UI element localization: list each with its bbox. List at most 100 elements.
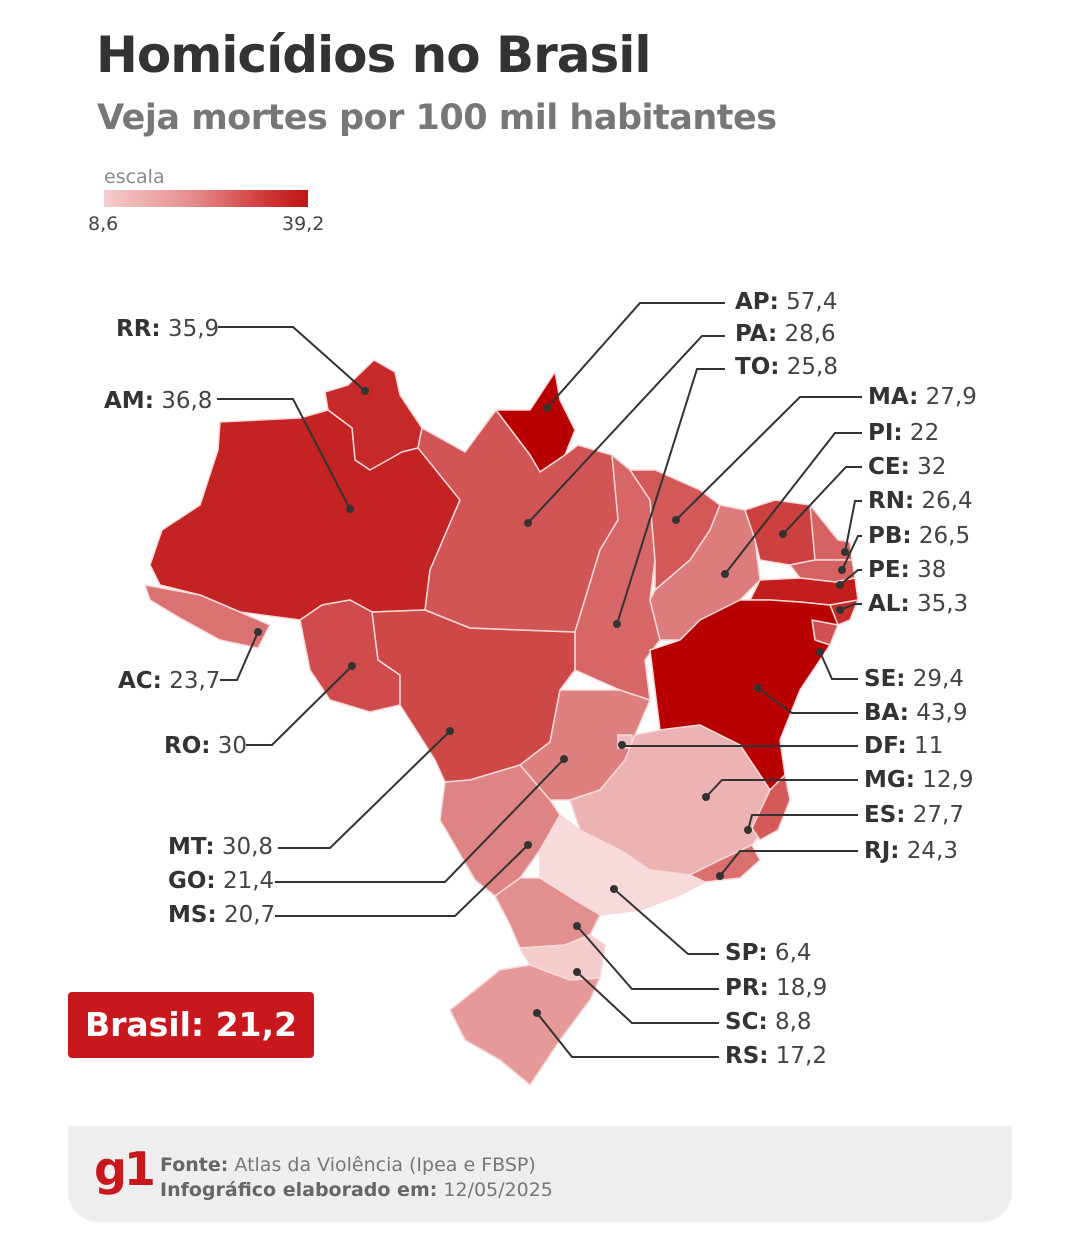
marker-pa: [524, 519, 532, 527]
leader-line-ro: [246, 665, 353, 746]
legend-min: 8,6: [88, 213, 119, 235]
label-rn: RN: 26,4: [868, 488, 973, 514]
marker-pi: [721, 570, 729, 578]
state-value: 25,8: [779, 354, 838, 380]
label-rj: RJ: 24,3: [864, 838, 958, 864]
legend-label: escala: [104, 166, 165, 188]
state-code: MS:: [168, 902, 217, 928]
state-value: 57,4: [778, 289, 838, 315]
state-value: 36,8: [153, 388, 213, 414]
label-es: ES: 27,7: [864, 802, 964, 828]
state-code: SE:: [864, 666, 906, 692]
state-value: 26,4: [914, 488, 973, 514]
state-value: 30: [210, 733, 248, 759]
state-value: 17,2: [768, 1043, 828, 1069]
state-code: RR:: [116, 316, 161, 342]
state-code: ES:: [864, 802, 906, 828]
state-value: 18,9: [768, 975, 828, 1001]
label-se: SE: 29,4: [864, 666, 964, 692]
marker-ro: [348, 662, 356, 670]
label-ce: CE: 32: [868, 454, 946, 480]
marker-ac: [254, 628, 262, 636]
label-al: AL: 35,3: [868, 591, 968, 617]
label-df: DF: 11: [864, 733, 943, 759]
marker-ap: [543, 404, 551, 412]
label-sc: SC: 8,8: [725, 1009, 812, 1035]
state-value: 6,4: [767, 940, 812, 966]
label-ap: AP: 57,4: [735, 289, 837, 315]
label-pe: PE: 38: [868, 557, 946, 583]
marker-rs: [533, 1009, 541, 1017]
leader-line-mt: [278, 730, 451, 849]
state-code: DF:: [864, 733, 907, 759]
state-value: 28,6: [777, 321, 836, 347]
leader-line-ap: [546, 302, 725, 409]
state-code: BA:: [864, 700, 909, 726]
marker-sp: [610, 885, 618, 893]
marker-mg: [702, 793, 710, 801]
label-ma: MA: 27,9: [868, 384, 977, 410]
state-code: MT:: [168, 834, 215, 860]
label-pi: PI: 22: [868, 420, 939, 446]
state-value: 43,9: [908, 700, 968, 726]
state-value: 35,9: [160, 316, 220, 342]
source-line: Fonte: Atlas da Violência (Ipea e FBSP): [160, 1154, 536, 1176]
state-code: TO:: [735, 354, 780, 380]
state-value: 29,4: [905, 666, 965, 692]
marker-al: [836, 606, 844, 614]
leader-line-ma: [675, 396, 862, 521]
state-value: 11: [906, 733, 944, 759]
leader-line-sp: [613, 888, 719, 955]
marker-pe: [836, 581, 844, 589]
leader-line-mg: [705, 779, 858, 798]
leader-line-ce: [782, 466, 862, 535]
state-code: SC:: [725, 1009, 768, 1035]
state-code: PE:: [868, 557, 910, 583]
marker-rn: [841, 548, 849, 556]
state-code: RO:: [164, 733, 211, 759]
state-code: MA:: [868, 384, 919, 410]
marker-mt: [446, 727, 454, 735]
page-subtitle: Veja mortes por 100 mil habitantes: [97, 98, 777, 138]
state-rs: [449, 964, 601, 1086]
state-value: 30,8: [214, 834, 274, 860]
marker-am: [346, 505, 354, 513]
state-value: 23,7: [161, 668, 221, 694]
legend-max: 39,2: [282, 213, 325, 235]
label-sp: SP: 6,4: [725, 940, 812, 966]
state-code: PR:: [725, 975, 769, 1001]
marker-to: [613, 620, 621, 628]
state-value: 24,3: [899, 838, 958, 864]
marker-go: [560, 755, 568, 763]
state-value: 27,7: [905, 802, 965, 828]
source-label: Fonte:: [160, 1154, 229, 1176]
state-value: 22: [902, 420, 940, 446]
state-code: AM:: [104, 388, 154, 414]
page-title: Homicídios no Brasil: [96, 26, 652, 84]
leader-line-ba: [757, 687, 858, 714]
label-pr: PR: 18,9: [725, 975, 827, 1001]
state-code: PA:: [735, 321, 778, 347]
state-code: AP:: [735, 289, 779, 315]
leader-line-es: [747, 814, 858, 831]
marker-es: [744, 826, 752, 834]
state-code: RJ:: [864, 838, 900, 864]
state-value: 12,9: [914, 767, 974, 793]
state-code: GO:: [168, 868, 216, 894]
leader-line-pa: [527, 335, 725, 524]
label-rr: RR: 35,9: [116, 316, 219, 342]
marker-pr: [573, 922, 581, 930]
leader-line-ac: [220, 631, 259, 681]
state-code: MG:: [864, 767, 915, 793]
label-ms: MS: 20,7: [168, 902, 275, 928]
state-code: SP:: [725, 940, 768, 966]
leader-line-rr: [218, 326, 366, 392]
label-rs: RS: 17,2: [725, 1043, 827, 1069]
marker-ma: [672, 516, 680, 524]
state-value: 38: [909, 557, 947, 583]
leader-line-se: [819, 651, 858, 680]
leader-line-al: [839, 603, 862, 611]
leader-line-pr: [576, 925, 719, 990]
brasil-average-badge: Brasil: 21,2: [68, 992, 314, 1058]
state-code: CE:: [868, 454, 910, 480]
